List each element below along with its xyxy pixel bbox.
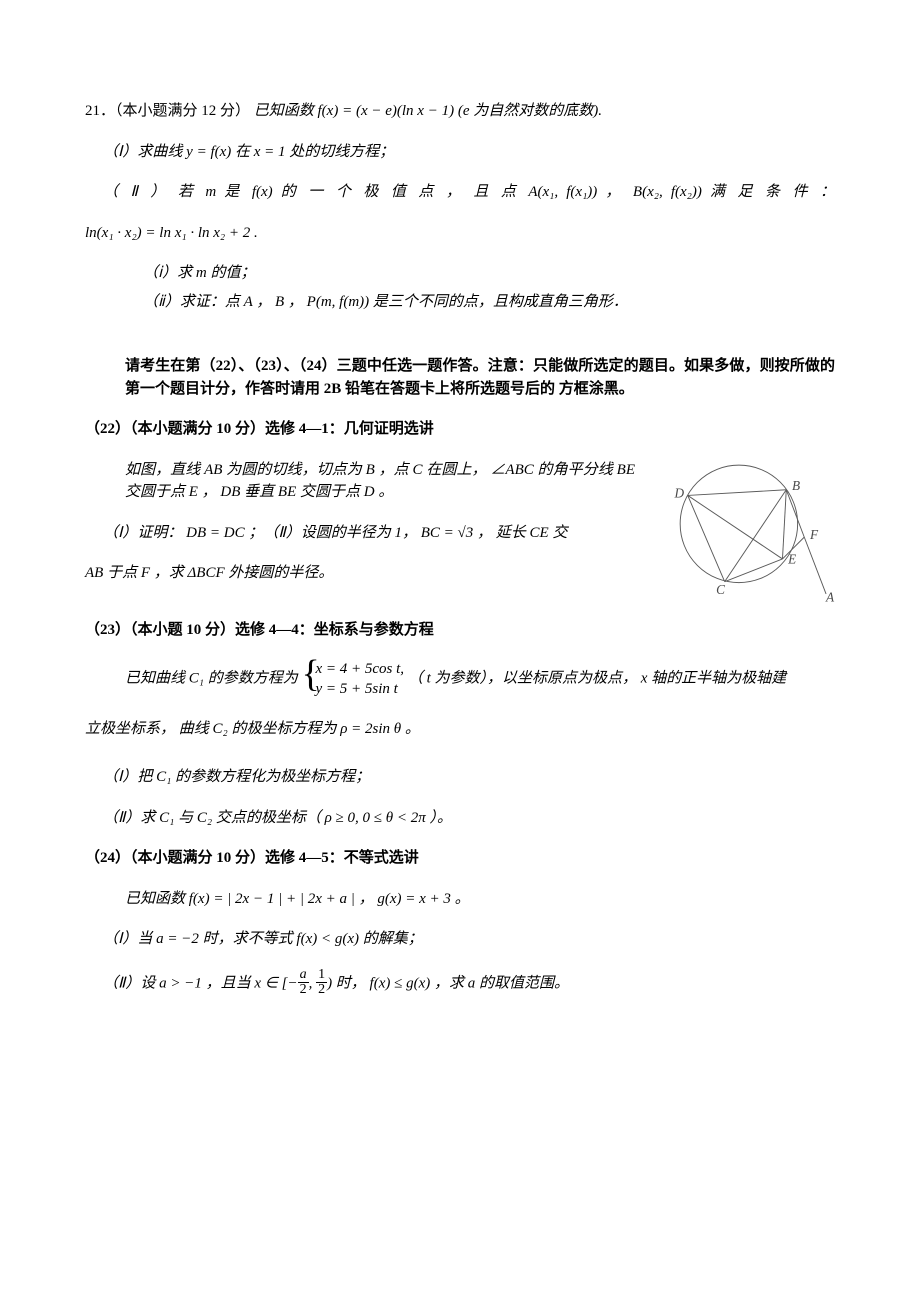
q24-p2c: ) 时， f(x) ≤ g(x) ，求 a 的取值范围。 (327, 975, 569, 991)
q21-stem: 已知函数 f(x) = (x − e)(ln x − 1) (e 为自然对数的底… (254, 103, 602, 119)
q22-figure: D B C EF A (665, 448, 845, 613)
svg-text:E: E (787, 552, 796, 567)
sys-x: x = 4 + 5cos t, (315, 659, 404, 679)
q21-part2-i: （ⅰ）求 m 的值； (85, 262, 835, 285)
svg-text:C: C (716, 582, 725, 597)
question-21: 21．（本小题满分 12 分） 已知函数 f(x) = (x − e)(ln x… (85, 100, 835, 313)
q24-part2: （Ⅱ）设 a > −1 ，且当 x ∈ [−a2, 12) 时， f(x) ≤ … (85, 969, 835, 999)
geometry-diagram: D B C EF A (665, 448, 845, 613)
question-23: （23）（本小题 10 分）选修 4—4：坐标系与参数方程 已知曲线 C₁ 的参… (85, 619, 835, 830)
q23-head: （23）（本小题 10 分）选修 4—4：坐标系与参数方程 (85, 619, 835, 642)
frac-a-over-2: a2 (298, 968, 309, 998)
question-22: （22）（本小题满分 10 分）选修 4—1：几何证明选讲 如图，直线 AB 为… (85, 418, 835, 585)
q24-stem: 已知函数 f(x) = | 2x − 1 | + | 2x + a | ， g(… (85, 888, 835, 911)
q23-stem-b: （ t 为参数），以坐标原点为极点， x 轴的正半轴为极轴建 (408, 671, 786, 687)
q21-part2b: ln(x₁ · x₂) = ln x₁ · ln x₂ + 2 . (85, 222, 835, 245)
svg-text:A: A (825, 590, 835, 605)
q23-part2: （Ⅱ）求 C₁ 与 C₂ 交点的极坐标（ ρ ≥ 0, 0 ≤ θ < 2π ）… (85, 807, 835, 830)
q24-p2b: , (309, 975, 317, 991)
q21-part1: （Ⅰ）求曲线 y = f(x) 在 x = 1 处的切线方程； (85, 141, 835, 164)
q23-stem-c: 立极坐标系， 曲线 C₂ 的极坐标方程为 ρ = 2sin θ 。 (85, 718, 835, 741)
q22-head: （22）（本小题满分 10 分）选修 4—1：几何证明选讲 (85, 418, 835, 441)
question-24: （24）（本小题满分 10 分）选修 4—5：不等式选讲 已知函数 f(x) =… (85, 847, 835, 999)
svg-text:D: D (673, 485, 684, 500)
q24-part1: （Ⅰ）当 a = −2 时，求不等式 f(x) < g(x) 的解集； (85, 928, 835, 951)
q24-head: （24）（本小题满分 10 分）选修 4—5：不等式选讲 (85, 847, 835, 870)
frac-den: 2 (316, 983, 327, 998)
parametric-system: x = 4 + 5cos t, y = 5 + 5sin t (301, 659, 404, 700)
frac-1-over-2: 12 (316, 968, 327, 998)
q23-stem-line1: 已知曲线 C₁ 的参数方程为 x = 4 + 5cos t, y = 5 + 5… (85, 659, 835, 700)
q21-part2a: （ Ⅱ ） 若 m 是 f(x) 的 一 个 极 值 点 ， 且 点 A(x₁,… (85, 181, 835, 204)
sys-y: y = 5 + 5sin t (315, 679, 404, 699)
q23-part1: （Ⅰ）把 C₁ 的参数方程化为极坐标方程； (85, 766, 835, 789)
q21-stem-line: 21．（本小题满分 12 分） 已知函数 f(x) = (x − e)(ln x… (85, 100, 835, 123)
frac-num: a (298, 968, 309, 984)
q23-stem-a: 已知曲线 C₁ 的参数方程为 (125, 671, 298, 687)
q24-p2a: （Ⅱ）设 a > −1 ，且当 x ∈ [− (103, 975, 298, 991)
q21-head: 21．（本小题满分 12 分） (85, 103, 250, 119)
svg-text:B: B (792, 478, 800, 493)
q21-part2-ii: （ⅱ）求证：点 A ， B ， P(m, f(m)) 是三个不同的点，且构成直角… (85, 291, 835, 314)
section-choice-note: 请考生在第（22）、（23）、（24）三题中任选一题作答。注意：只能做所选定的题… (85, 355, 835, 400)
svg-text:F: F (809, 527, 819, 542)
frac-den: 2 (298, 983, 309, 998)
section-note-text: 请考生在第（22）、（23）、（24）三题中任选一题作答。注意：只能做所选定的题… (125, 358, 835, 397)
frac-num: 1 (316, 968, 327, 984)
